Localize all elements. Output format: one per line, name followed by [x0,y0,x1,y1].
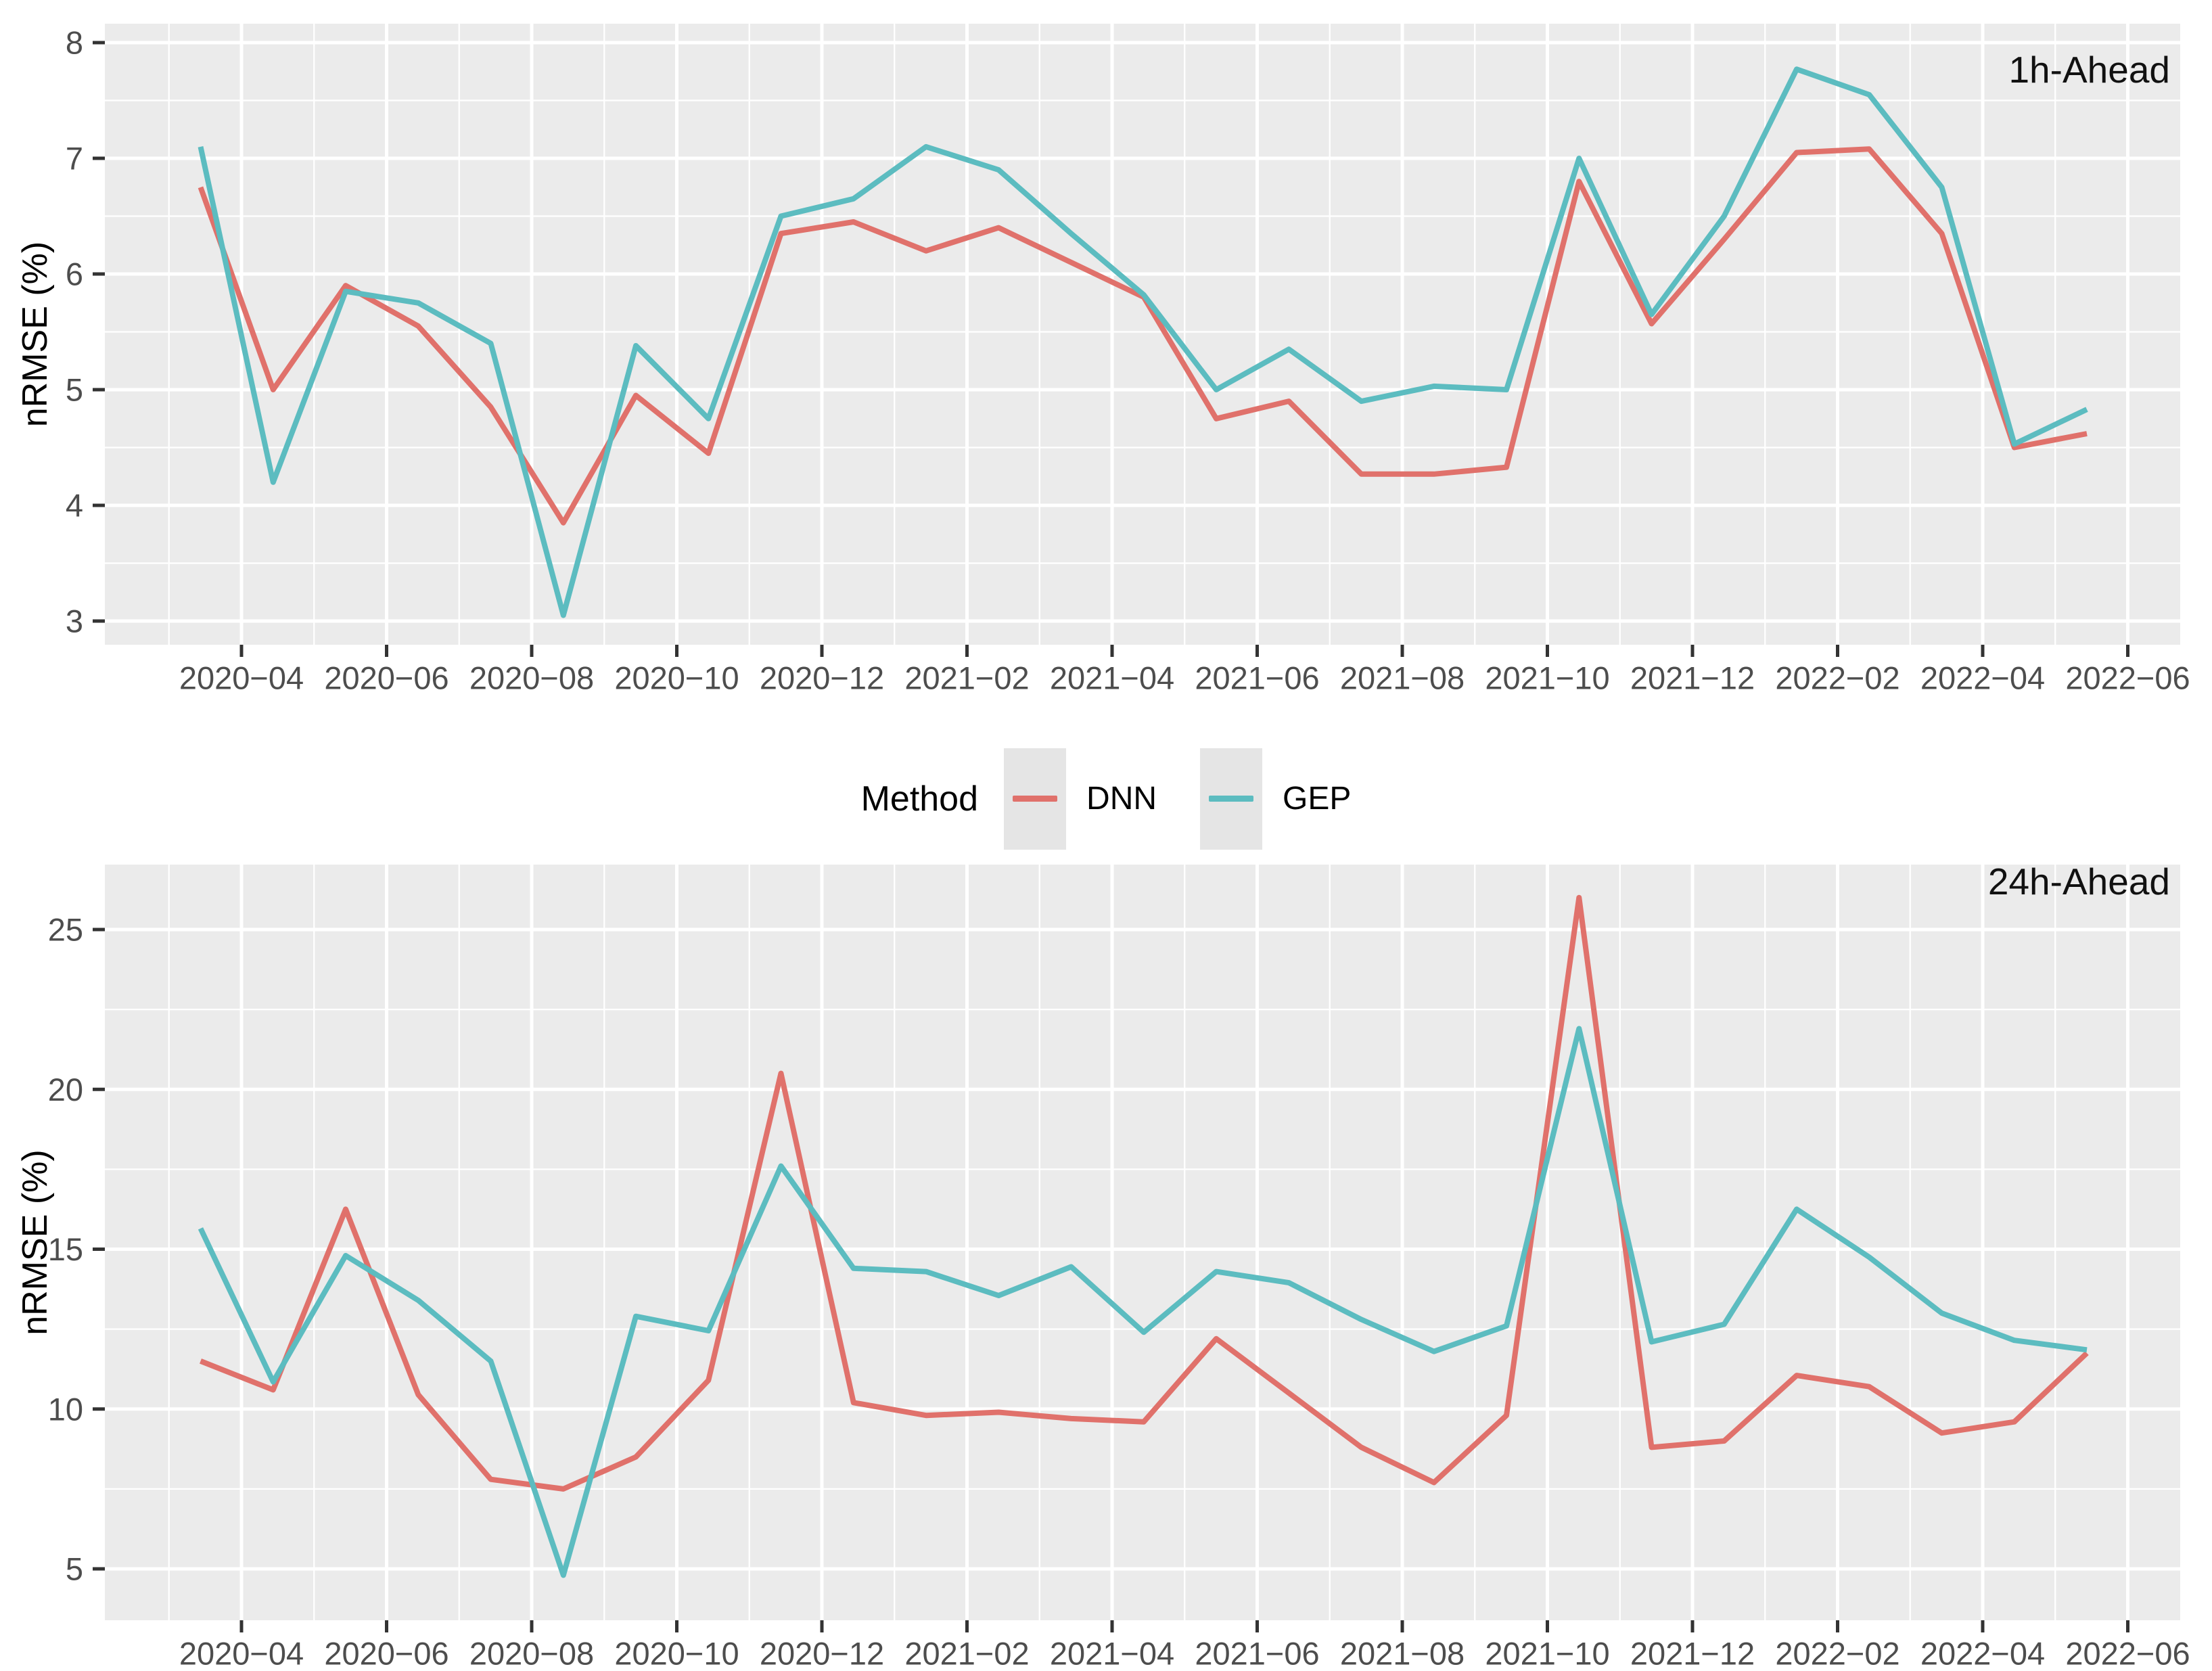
y-tick-label: 6 [66,256,83,292]
x-tick-label: 2021−06 [1195,660,1319,696]
legend: Method DNN GEP [0,743,2212,854]
panel-tag: 24h-Ahead [1988,861,2170,902]
gep-line [198,66,2088,618]
x-tick-label: 2021−12 [1630,660,1755,696]
legend-key-gep [1200,748,1263,850]
x-tick-label: 2020−12 [760,660,884,696]
top-panel: 3 4 5 6 7 8 2020−04 2020−06 2020−08 2020−10 2020−1… [16,24,2190,696]
y-tick-label: 4 [66,488,83,524]
x-tick-label: 2020−08 [469,660,594,696]
x-tick-label: 2021−12 [1630,1636,1755,1671]
x-tick-label: 2020−06 [324,660,448,696]
y-tick-label: 25 [48,912,83,948]
legend-label-gep: GEP [1283,781,1352,817]
legend-label-dnn: DNN [1086,781,1157,817]
x-tick-label: 2022−06 [2065,660,2190,696]
x-tick-label: 2020−12 [760,1636,884,1671]
gep-line-sample-icon [1209,796,1254,802]
y-tick-label: 15 [48,1231,83,1267]
x-tick-label: 2022−06 [2065,1636,2190,1671]
x-tick-label: 2021−02 [904,1636,1029,1671]
y-tick-label: 8 [66,25,83,61]
y-axis-title: nRMSE (%) [16,1149,55,1335]
x-tick-label: 2021−04 [1050,660,1174,696]
x-tick-label: 2021−10 [1485,660,1609,696]
legend-item-dnn: DNN [1004,748,1157,850]
x-tick-label: 2020−04 [179,1636,304,1671]
x-tick-label: 2021−10 [1485,1636,1609,1671]
x-tick-label: 2021−04 [1050,1636,1174,1671]
y-tick-label: 20 [48,1072,83,1107]
y-tick-label: 5 [66,1551,83,1587]
x-tick-label: 2020−08 [469,1636,594,1671]
x-tick-label: 2020−06 [324,1636,448,1671]
x-tick-label: 2021−08 [1340,660,1465,696]
y-tick-label: 7 [66,141,83,177]
legend-item-gep: GEP [1200,748,1351,850]
panel-background [105,24,2180,645]
x-tick-label: 2021−08 [1340,1636,1465,1671]
legend-key-dnn [1004,748,1067,850]
x-tick-label: 2022−02 [1775,1636,1899,1671]
dnn-line [200,894,2089,1492]
y-tick-label: 3 [66,603,83,639]
dnn-line-sample-icon [1013,796,1058,802]
x-tick-label: 2020−04 [179,660,304,696]
panel-tag: 1h-Ahead [2008,49,2170,91]
x-tick-label: 2021−06 [1195,1636,1319,1671]
panel-background [105,865,2180,1620]
x-tick-label: 2020−10 [614,660,739,696]
y-tick-label: 10 [48,1391,83,1427]
legend-title: Method [860,779,979,819]
bottom-panel: 5 10 15 20 25 2020−04 2020−06 2020−08 2020−10 202… [16,861,2190,1671]
x-tick-label: 2022−04 [1920,660,2045,696]
x-tick-label: 2022−04 [1920,1636,2045,1671]
x-tick-label: 2022−02 [1775,660,1899,696]
y-axis-title: nRMSE (%) [16,242,55,427]
x-tick-label: 2020−10 [614,1636,739,1671]
gep-line [198,1026,2088,1578]
y-tick-label: 5 [66,372,83,408]
x-tick-label: 2021−02 [904,660,1029,696]
